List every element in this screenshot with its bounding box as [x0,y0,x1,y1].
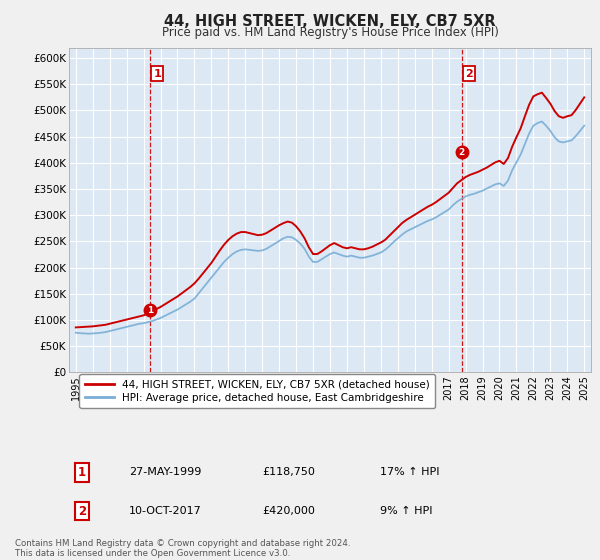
Text: 10-OCT-2017: 10-OCT-2017 [129,506,202,516]
Legend: 44, HIGH STREET, WICKEN, ELY, CB7 5XR (detached house), HPI: Average price, deta: 44, HIGH STREET, WICKEN, ELY, CB7 5XR (d… [79,374,435,408]
Text: Contains HM Land Registry data © Crown copyright and database right 2024.
This d: Contains HM Land Registry data © Crown c… [15,539,350,558]
Text: 2: 2 [465,68,473,78]
Text: 1: 1 [154,68,161,78]
Text: Price paid vs. HM Land Registry's House Price Index (HPI): Price paid vs. HM Land Registry's House … [161,26,499,39]
Text: 2: 2 [78,505,86,517]
Text: 9% ↑ HPI: 9% ↑ HPI [380,506,432,516]
Text: 1: 1 [78,466,86,479]
Text: 17% ↑ HPI: 17% ↑ HPI [380,467,439,477]
Text: 1: 1 [147,306,153,315]
Text: 44, HIGH STREET, WICKEN, ELY, CB7 5XR: 44, HIGH STREET, WICKEN, ELY, CB7 5XR [164,14,496,29]
Text: 2: 2 [459,148,465,157]
Text: £420,000: £420,000 [262,506,315,516]
Text: 27-MAY-1999: 27-MAY-1999 [129,467,202,477]
Text: £118,750: £118,750 [262,467,315,477]
